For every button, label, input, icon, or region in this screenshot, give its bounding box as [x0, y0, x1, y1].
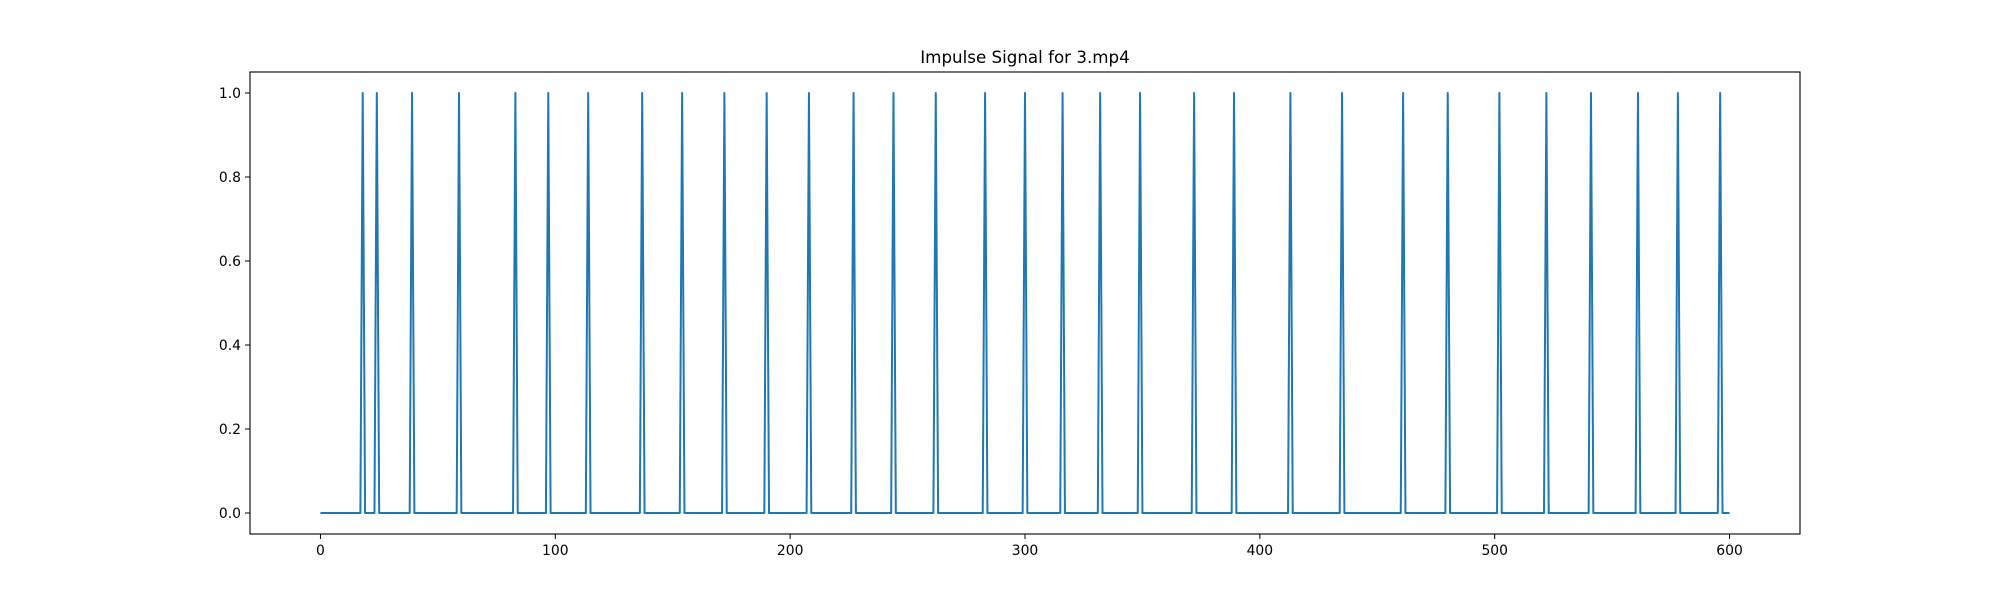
y-tick-label: 0.6: [219, 254, 241, 270]
plot-area-frame: [249, 71, 1801, 535]
x-tick-label: 500: [1481, 543, 1508, 559]
x-tick-label: 0: [316, 543, 325, 559]
y-tick-label: 0.4: [219, 338, 241, 354]
x-tick-label: 100: [542, 543, 569, 559]
x-tick-label: 600: [1716, 543, 1743, 559]
y-tick-label: 0.0: [219, 506, 241, 522]
x-tick-label: 300: [1012, 543, 1039, 559]
y-tick-label: 0.2: [219, 422, 241, 438]
y-tick-label: 1.0: [219, 86, 241, 102]
chart-title: Impulse Signal for 3.mp4: [920, 47, 1129, 67]
x-tick-label: 200: [777, 543, 804, 559]
impulse-series-line: [320, 92, 1730, 514]
x-tick-label: 400: [1247, 543, 1274, 559]
axis-ticks: 0 100 200 300 400 500 600 0.0 0.2 0.4 0.6 0.8 1.0: [219, 86, 1743, 559]
y-tick-label: 0.8: [219, 170, 241, 186]
